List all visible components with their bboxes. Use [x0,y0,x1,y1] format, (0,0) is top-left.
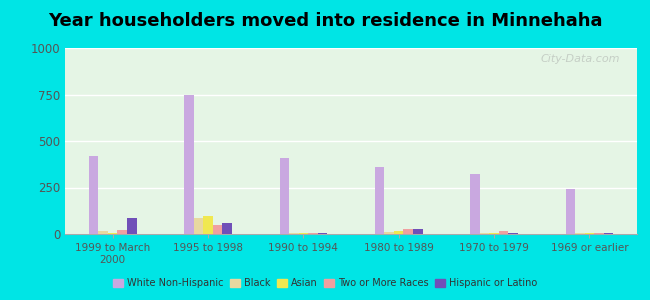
Bar [89,156,98,234]
Bar [213,225,222,234]
Legend: White Non-Hispanic, Black, Asian, Two or More Races, Hispanic or Latino: White Non-Hispanic, Black, Asian, Two or… [109,274,541,292]
Bar [308,233,318,234]
Bar [394,231,404,234]
Bar [480,233,489,234]
Bar [470,173,480,234]
Bar [566,189,575,234]
Bar [108,232,118,234]
Bar [508,233,518,234]
Bar [127,218,136,234]
Bar [289,233,298,234]
Bar [280,158,289,234]
Bar [575,233,584,234]
Bar [118,230,127,234]
Bar [184,94,194,234]
Bar [413,229,422,234]
Bar [194,218,203,234]
Text: City-Data.com: City-Data.com [540,54,620,64]
Bar [499,231,508,234]
Bar [298,233,308,234]
Bar [203,216,213,234]
Bar [584,233,594,234]
Bar [98,231,108,234]
Text: Year householders moved into residence in Minnehaha: Year householders moved into residence i… [47,12,603,30]
Bar [404,229,413,234]
Bar [375,167,384,234]
Bar [604,233,613,234]
Bar [222,223,232,234]
Bar [318,233,327,234]
Bar [594,233,604,234]
Bar [489,233,499,234]
Bar [384,232,394,234]
